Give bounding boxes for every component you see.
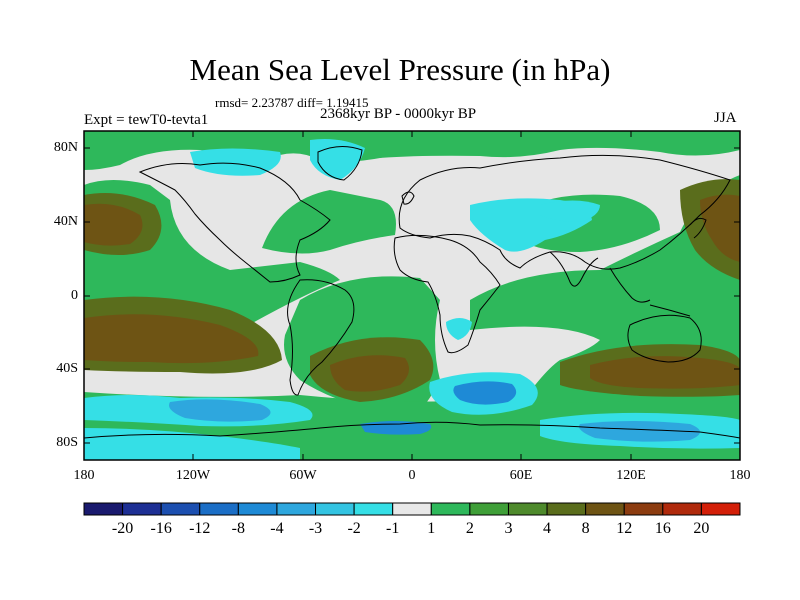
anomaly-core-brown-south-indian	[590, 356, 740, 389]
anomaly-region-blue-south-pacific	[169, 399, 271, 422]
colorbar-swatch	[237, 502, 278, 516]
coastline-greenland	[317, 146, 363, 181]
ytick-label-0: 0	[71, 288, 78, 303]
xtick-label-180w: 180	[73, 468, 95, 483]
pressure-field	[84, 131, 740, 460]
colorbar-swatch	[700, 502, 741, 516]
colorbar-label: 3	[504, 520, 513, 537]
colorbar-label: -12	[189, 520, 211, 537]
xtick-label-180e: 180	[729, 468, 751, 483]
colorbar-swatch	[469, 502, 509, 516]
colorbar-swatch	[430, 502, 471, 516]
anomaly-region-green-arctic	[84, 131, 740, 170]
colorbar-label: -8	[231, 520, 245, 537]
colorbar-label: -2	[347, 520, 361, 537]
coastline-europe-asia	[398, 154, 731, 270]
colorbar-swatch	[623, 502, 664, 516]
anomaly-core-brown-south-pacific	[84, 314, 259, 364]
anomaly-region-blue-weddell	[360, 421, 432, 435]
colorbar-swatch	[276, 502, 317, 516]
anomaly-region-cyan-arctic-canada	[190, 148, 281, 176]
ytick-label-40s: 40S	[56, 361, 78, 376]
coastline-southeast-asia	[609, 267, 691, 317]
colorbar-swatch	[662, 502, 702, 516]
axis-ticks	[83, 131, 741, 460]
anomaly-region-cyan-europe	[540, 200, 600, 222]
colorbar-label: 8	[581, 520, 590, 537]
colorbar-swatch	[546, 502, 587, 516]
season-label: JJA	[714, 110, 737, 126]
colorbar-swatch	[392, 502, 432, 516]
xtick-label-60w: 60W	[289, 468, 317, 483]
coastline-africa	[393, 234, 501, 354]
anomaly-core-brown-northwest-pacific	[700, 194, 740, 262]
coastline-japan	[689, 217, 707, 239]
colorbar-swatch	[122, 502, 162, 516]
rmsd-diff-stats: rmsd= 2.23787 diff= 1.19415	[215, 95, 369, 110]
colorbar-swatch	[199, 502, 239, 516]
anomaly-region-cyan-southern-africa	[446, 318, 472, 340]
colorbar-label: -16	[150, 520, 172, 537]
coastline-antarctica	[84, 421, 740, 439]
colorbar-label: 1	[427, 520, 436, 537]
anomaly-core-brown-south-atlantic	[330, 355, 409, 392]
time-period-label: 2368kyr BP - 0000kyr BP	[320, 106, 477, 122]
map-title: Mean Sea Level Pressure (in hPa)	[189, 52, 611, 87]
coastline-australia	[627, 314, 702, 363]
coastlines	[84, 146, 740, 439]
ytick-label-40n: 40N	[53, 214, 78, 229]
colorbar-swatch	[507, 502, 548, 516]
colorbar-label: 4	[543, 520, 552, 537]
coastline-uk	[401, 191, 415, 205]
colorbar-label: -20	[111, 520, 134, 537]
colorbar-label: 20	[693, 520, 710, 537]
ytick-label-80n: 80N	[53, 140, 78, 155]
xtick-label-60e: 60E	[509, 468, 533, 483]
coastline-south-america	[287, 279, 355, 396]
anomaly-core-brown-north-pacific	[84, 203, 143, 246]
xtick-label-120w: 120W	[175, 468, 211, 483]
ytick-label-80s: 80S	[56, 435, 78, 450]
xtick-label-0: 0	[408, 468, 416, 483]
colorbar-swatch	[160, 502, 201, 516]
coastline-india	[549, 251, 599, 287]
colorbar-swatch	[315, 502, 355, 516]
colorbar-label: 2	[465, 520, 474, 537]
colorbar-label: -1	[386, 520, 400, 537]
anomaly-region-cyan-antarctic-west	[84, 428, 300, 460]
experiment-label: Expt = tewT0-tevta1	[84, 112, 209, 128]
colorbar-swatch	[353, 502, 394, 516]
colorbar-label: 16	[654, 520, 671, 537]
coastline-north-america	[138, 162, 331, 283]
colorbar-label: 12	[616, 520, 633, 537]
colorbar	[83, 502, 741, 516]
xtick-label-120e: 120E	[616, 468, 646, 483]
anomaly-region-blue-south-indian	[453, 381, 517, 405]
colorbar-label: -3	[308, 520, 323, 537]
anomaly-region-blue-antarctic-east	[579, 421, 700, 442]
colorbar-swatch	[585, 502, 625, 516]
colorbar-label: -4	[270, 520, 284, 537]
colorbar-swatch	[83, 502, 124, 516]
